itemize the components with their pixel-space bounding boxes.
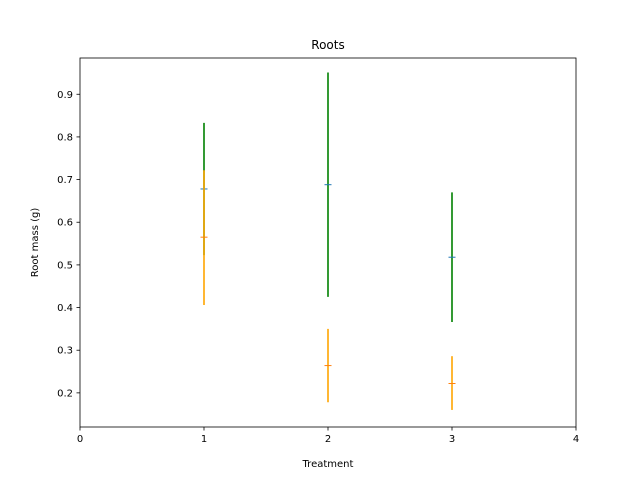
y-tick-label: 0.8 (57, 132, 73, 143)
x-tick-label: 3 (449, 434, 455, 445)
x-axis: 0 1 2 3 4 (77, 427, 579, 445)
x-tick-label: 2 (325, 434, 331, 445)
y-axis-label: Root mass (g) (30, 208, 41, 278)
y-axis: 0.2 0.3 0.4 0.5 0.6 0.7 0.8 0.9 (57, 90, 80, 399)
y-tick-label: 0.6 (57, 218, 73, 229)
x-axis-label: Treatment (302, 459, 354, 470)
plot-area (200, 72, 456, 410)
y-tick-label: 0.9 (57, 90, 73, 101)
chart-title: Roots (311, 38, 344, 52)
y-tick-label: 0.3 (57, 346, 73, 357)
y-tick-label: 0.4 (57, 303, 73, 314)
y-tick-label: 0.7 (57, 175, 73, 186)
x-tick-label: 0 (77, 434, 83, 445)
x-tick-label: 1 (201, 434, 207, 445)
y-tick-label: 0.2 (57, 388, 73, 399)
x-tick-label: 4 (573, 434, 579, 445)
y-tick-label: 0.5 (57, 260, 73, 271)
